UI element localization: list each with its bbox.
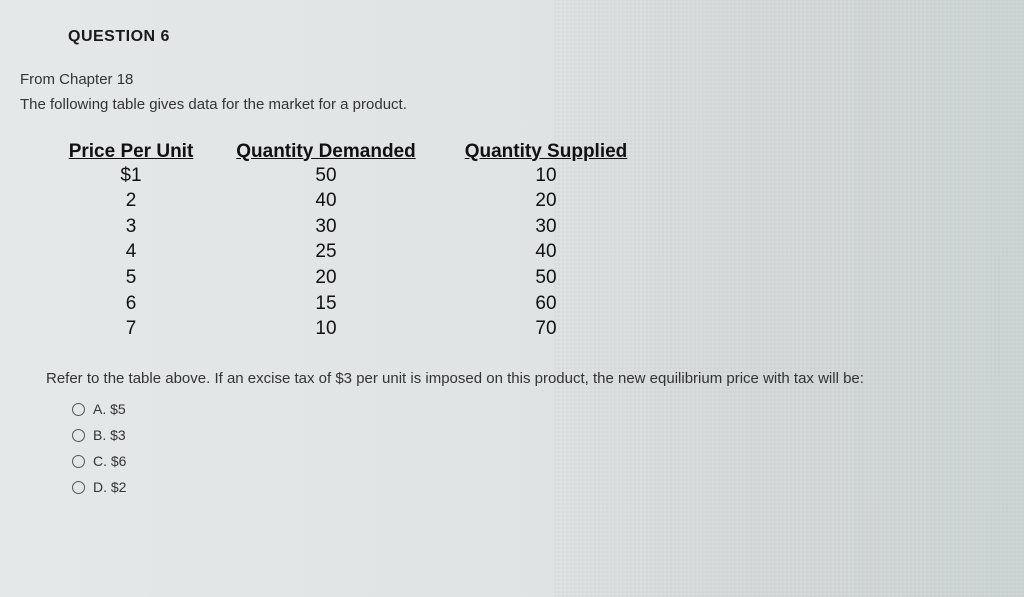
cell-qd: 50 <box>216 163 436 189</box>
radio-icon[interactable] <box>72 455 85 468</box>
table-header-row: Price Per Unit Quantity Demanded Quantit… <box>46 141 1004 163</box>
table-row: 7 10 70 <box>46 316 1004 342</box>
table-row: 2 40 20 <box>46 188 1004 214</box>
table-row: 4 25 40 <box>46 239 1004 265</box>
radio-icon[interactable] <box>72 429 85 442</box>
option-letter: C. <box>93 449 107 475</box>
cell-qs: 10 <box>436 163 656 189</box>
table-row: $1 50 10 <box>46 163 1004 189</box>
cell-qs: 30 <box>436 214 656 240</box>
cell-qd: 25 <box>216 239 436 265</box>
col-header-qd: Quantity Demanded <box>216 141 436 163</box>
cell-qs: 60 <box>436 291 656 317</box>
table-row: 5 20 50 <box>46 265 1004 291</box>
cell-price: 2 <box>46 188 216 214</box>
option-letter: D. <box>93 475 107 501</box>
option-c[interactable]: C. $6 <box>72 449 1004 475</box>
cell-price: $1 <box>46 163 216 189</box>
question-prompt: Refer to the table above. If an excise t… <box>46 370 1004 387</box>
radio-icon[interactable] <box>72 481 85 494</box>
cell-qs: 40 <box>436 239 656 265</box>
option-b[interactable]: B. $3 <box>72 423 1004 449</box>
table-row: 6 15 60 <box>46 291 1004 317</box>
cell-qs: 70 <box>436 316 656 342</box>
col-header-price: Price Per Unit <box>46 141 216 163</box>
option-d[interactable]: D. $2 <box>72 475 1004 501</box>
cell-qs: 50 <box>436 265 656 291</box>
cell-price: 7 <box>46 316 216 342</box>
cell-qd: 40 <box>216 188 436 214</box>
col-header-qs: Quantity Supplied <box>436 141 656 163</box>
option-text: $2 <box>111 475 127 501</box>
radio-icon[interactable] <box>72 403 85 416</box>
answer-options: A. $5 B. $3 C. $6 D. $2 <box>72 397 1004 501</box>
cell-price: 6 <box>46 291 216 317</box>
question-number: QUESTION 6 <box>68 28 1004 46</box>
option-letter: B. <box>93 423 106 449</box>
cell-qs: 20 <box>436 188 656 214</box>
option-text: $6 <box>111 449 127 475</box>
cell-price: 3 <box>46 214 216 240</box>
cell-qd: 30 <box>216 214 436 240</box>
cell-qd: 10 <box>216 316 436 342</box>
table-row: 3 30 30 <box>46 214 1004 240</box>
cell-price: 5 <box>46 265 216 291</box>
option-text: $3 <box>110 423 126 449</box>
option-text: $5 <box>110 397 126 423</box>
question-intro: From Chapter 18 The following table give… <box>20 68 1004 117</box>
option-letter: A. <box>93 397 106 423</box>
chapter-line: From Chapter 18 <box>20 68 1004 91</box>
cell-price: 4 <box>46 239 216 265</box>
intro-line: The following table gives data for the m… <box>20 93 1004 116</box>
cell-qd: 15 <box>216 291 436 317</box>
option-a[interactable]: A. $5 <box>72 397 1004 423</box>
cell-qd: 20 <box>216 265 436 291</box>
data-table: Price Per Unit Quantity Demanded Quantit… <box>46 141 1004 342</box>
